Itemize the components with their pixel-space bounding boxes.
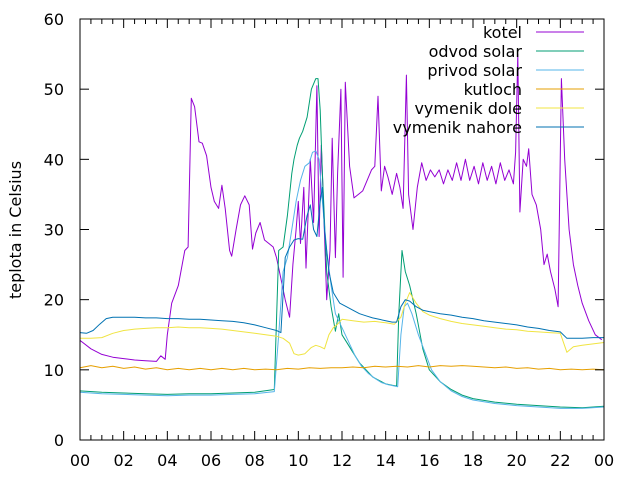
x-tick-label: 00 [70, 451, 90, 470]
legend-label: kotel [483, 23, 522, 42]
x-tick-label: 06 [201, 451, 221, 470]
series-line-vymenik-nahore [79, 186, 604, 339]
series-line-kutloch [79, 365, 605, 371]
y-axis-label: teplota in Celsius [6, 161, 25, 299]
x-axis: 00 02 04 06 08 10 12 14 16 18 20 22 00 [70, 19, 614, 470]
plot-frame [79, 18, 605, 441]
legend-label: odvod solar [429, 42, 523, 61]
x-tick-label: 02 [113, 451, 133, 470]
legend-label: vymenik nahore [393, 118, 522, 137]
series-line-kotel [79, 53, 603, 362]
legend-label: vymenik dole [414, 99, 522, 118]
y-tick-label: 10 [44, 361, 64, 380]
y-tick-label: 40 [44, 150, 64, 169]
y-tick-label: 20 [44, 291, 64, 310]
x-tick-label: 10 [288, 451, 308, 470]
y-tick-label: 0 [54, 431, 64, 450]
y-axis: 0 10 20 30 40 50 60 [44, 10, 604, 450]
x-tick-label: 08 [244, 451, 264, 470]
x-tick-label: 18 [463, 451, 483, 470]
x-tick-label: 04 [157, 451, 177, 470]
x-tick-label: 14 [375, 451, 395, 470]
y-tick-label: 50 [44, 80, 64, 99]
x-tick-label: 12 [332, 451, 352, 470]
x-tick-label: 22 [550, 451, 570, 470]
series-line-privod-solar [79, 150, 605, 409]
x-tick-label: 20 [506, 451, 526, 470]
y-tick-label: 60 [44, 10, 64, 29]
legend-label: privod solar [427, 61, 522, 80]
legend-label: kutloch [464, 80, 522, 99]
series-line-vymenik-dole [80, 292, 605, 356]
series-lines [79, 53, 605, 409]
x-tick-label: 00 [594, 451, 614, 470]
y-tick-label: 30 [44, 221, 64, 240]
x-tick-label: 16 [419, 451, 439, 470]
